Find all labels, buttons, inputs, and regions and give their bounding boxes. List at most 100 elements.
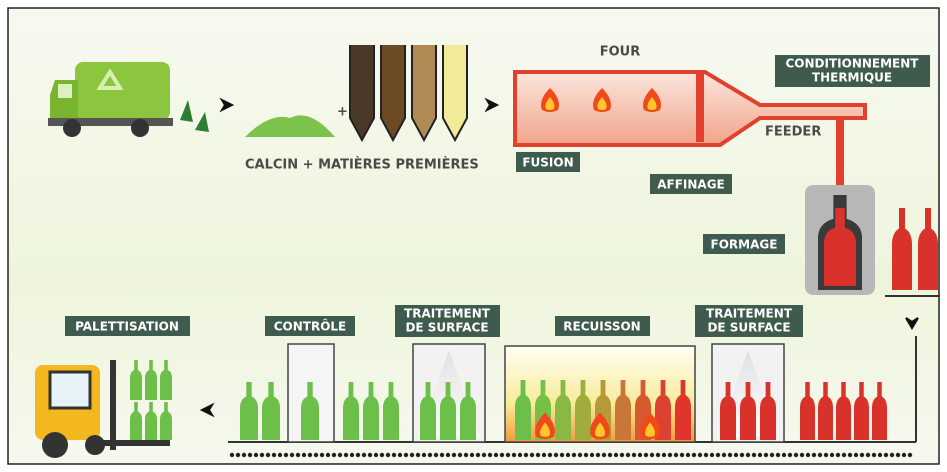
tag <box>265 316 355 336</box>
roller <box>679 452 685 458</box>
bottle <box>440 382 456 440</box>
bottle <box>655 380 671 440</box>
roller <box>373 452 379 458</box>
roller <box>379 452 385 458</box>
roller <box>847 452 853 458</box>
roller <box>241 452 247 458</box>
bottle <box>720 382 736 440</box>
roller <box>283 452 289 458</box>
roller <box>505 452 511 458</box>
bottle <box>145 360 157 400</box>
roller <box>427 452 433 458</box>
roller <box>661 452 667 458</box>
recycling-truck <box>48 62 209 137</box>
roller <box>511 452 517 458</box>
roller <box>361 452 367 458</box>
roller <box>745 452 751 458</box>
roller <box>307 452 313 458</box>
roller <box>691 452 697 458</box>
roller <box>853 452 859 458</box>
roller <box>673 452 679 458</box>
bottle <box>918 208 938 290</box>
flame <box>597 97 607 110</box>
roller <box>253 452 259 458</box>
roller <box>817 452 823 458</box>
roller <box>301 452 307 458</box>
bottle <box>420 382 436 440</box>
label-recuisson: RECUISSON <box>563 320 640 334</box>
roller <box>289 452 295 458</box>
roller <box>619 452 625 458</box>
roller <box>781 452 787 458</box>
label-palettisation: PALETTISATION <box>75 320 179 334</box>
bottle <box>301 382 319 440</box>
tag <box>703 234 785 254</box>
arrow <box>905 317 919 330</box>
roller <box>613 452 619 458</box>
roller <box>907 452 913 458</box>
arrow <box>219 97 235 113</box>
label-feeder: FEEDER <box>765 125 821 140</box>
label-traitement: TRAITEMENT <box>404 307 491 321</box>
roller <box>769 452 775 458</box>
label-four: FOUR <box>600 45 641 60</box>
tag <box>395 305 500 337</box>
roller <box>841 452 847 458</box>
roller <box>763 452 769 458</box>
tag <box>650 174 732 194</box>
roller <box>895 452 901 458</box>
roller <box>271 452 277 458</box>
roller <box>439 452 445 458</box>
roller <box>421 452 427 458</box>
roller <box>487 452 493 458</box>
roller <box>259 452 265 458</box>
roller <box>829 452 835 458</box>
roller <box>637 452 643 458</box>
bottle <box>130 360 142 400</box>
roller <box>343 452 349 458</box>
roller <box>349 452 355 458</box>
roller <box>685 452 691 458</box>
flame <box>647 97 657 110</box>
roller <box>337 452 343 458</box>
roller <box>319 452 325 458</box>
roller <box>463 452 469 458</box>
label-thermique: THERMIQUE <box>812 71 892 85</box>
roller <box>835 452 841 458</box>
roller <box>739 452 745 458</box>
roller <box>295 452 301 458</box>
roller <box>787 452 793 458</box>
roller <box>577 452 583 458</box>
tag <box>775 55 930 87</box>
roller <box>721 452 727 458</box>
arrow <box>199 402 215 418</box>
flame <box>540 422 550 437</box>
roller <box>499 452 505 458</box>
label-de-surface: DE SURFACE <box>405 321 488 335</box>
bottle <box>363 382 379 440</box>
flame <box>595 422 605 437</box>
label-calcin: CALCIN + MATIÈRES PREMIÈRES <box>245 157 479 173</box>
bottle <box>383 382 399 440</box>
roller <box>601 452 607 458</box>
roller <box>715 452 721 458</box>
roller <box>415 452 421 458</box>
bottle <box>760 382 776 440</box>
roller <box>655 452 661 458</box>
roller <box>727 452 733 458</box>
roller <box>877 452 883 458</box>
roller <box>775 452 781 458</box>
roller <box>475 452 481 458</box>
roller <box>799 452 805 458</box>
roller <box>589 452 595 458</box>
label-affinage: AFFINAGE <box>657 178 725 192</box>
arrow <box>484 97 500 113</box>
roller <box>547 452 553 458</box>
roller <box>457 452 463 458</box>
roller <box>313 452 319 458</box>
bottle <box>130 402 142 440</box>
roller <box>517 452 523 458</box>
bottle <box>145 402 157 440</box>
tag <box>65 316 190 336</box>
tag <box>555 316 650 336</box>
